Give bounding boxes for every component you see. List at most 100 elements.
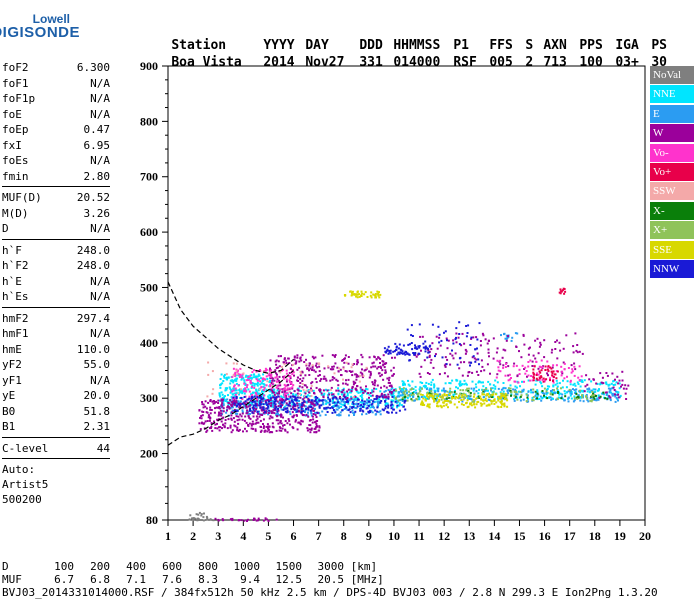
- echo-point-sse: [377, 294, 380, 297]
- echo-point-e: [567, 390, 570, 393]
- echo-point-nnw: [307, 408, 310, 411]
- echo-point-e: [537, 393, 540, 396]
- echo-point-nne: [491, 387, 494, 390]
- echo-point-nnw: [326, 411, 329, 413]
- echo-point-x-: [477, 395, 480, 398]
- echo-point-e: [514, 393, 517, 396]
- echo-point-e: [437, 387, 440, 390]
- echo-point-w: [291, 406, 294, 409]
- echo-point-w: [263, 409, 265, 412]
- echo-point-e: [263, 408, 266, 410]
- footer-muf-row: MUF 6.7 6.8 7.1 7.6 8.3 9.4 12.5 20.5 [MHz]: [2, 573, 658, 586]
- echo-point-w: [457, 336, 460, 339]
- echo-point-vo-: [248, 390, 251, 393]
- header-label-station: Station: [171, 38, 227, 53]
- echo-point-e: [611, 394, 614, 397]
- echo-point-nne: [405, 387, 407, 390]
- echo-point-w: [368, 396, 370, 399]
- echo-point-nne: [229, 387, 232, 390]
- echo-point-e: [545, 391, 548, 394]
- echo-point-w: [267, 412, 270, 414]
- echo-point-w: [621, 383, 624, 386]
- echo-point-sse: [466, 399, 469, 402]
- echo-point-nne: [457, 387, 459, 390]
- echo-point-w: [199, 416, 201, 419]
- echo-point-nnw: [246, 398, 249, 401]
- echo-point-vo-: [505, 362, 507, 365]
- param-row: M(D) 3.26: [2, 206, 110, 222]
- echo-point-w: [382, 354, 385, 357]
- echo-point-nne: [340, 405, 343, 408]
- echo-point-nnw: [376, 410, 379, 413]
- echo-point-e: [241, 411, 244, 413]
- echo-point-w: [220, 414, 223, 417]
- echo-point-w: [298, 360, 301, 363]
- echo-point-vo-: [546, 360, 549, 363]
- echo-point-e: [225, 411, 228, 414]
- x-tick-label: 17: [564, 529, 576, 543]
- param-key: fmin: [2, 169, 29, 183]
- echo-point-w: [266, 518, 268, 521]
- echo-point-nnw: [258, 404, 261, 407]
- echo-point-w: [324, 377, 327, 380]
- y-tick-label: 80: [146, 513, 158, 527]
- param-value: 51.8: [83, 404, 111, 418]
- echo-point-w: [231, 517, 234, 520]
- echo-point-w: [326, 389, 329, 392]
- echo-point-w: [318, 365, 321, 368]
- echo-point-w: [261, 414, 264, 416]
- echo-point-w: [602, 382, 605, 385]
- echo-point-nne: [240, 378, 243, 381]
- echo-point-nne: [419, 386, 422, 389]
- echo-point-x-: [420, 387, 423, 390]
- echo-point-nne: [590, 380, 593, 383]
- echo-point-w: [480, 370, 483, 373]
- echo-point-nne: [323, 392, 326, 395]
- echo-point-w: [392, 366, 395, 369]
- echo-point-w: [210, 425, 213, 428]
- x-tick-label: 13: [463, 529, 475, 543]
- echo-point-w: [532, 354, 535, 357]
- echo-point-vo-: [236, 370, 239, 373]
- echo-point-vo-: [508, 378, 511, 381]
- echo-point-vo-: [284, 385, 287, 388]
- echo-point-vo-: [539, 371, 542, 374]
- echo-point-nnw: [286, 411, 288, 414]
- echo-point-nnw: [367, 410, 370, 413]
- echo-point-w: [217, 402, 220, 404]
- echo-point-nnw: [368, 400, 370, 403]
- echo-point-nne: [326, 394, 329, 397]
- echo-point-w: [562, 361, 565, 364]
- auto-label: Auto:: [2, 463, 36, 476]
- echo-point-w: [613, 389, 616, 391]
- echo-point-vo-: [285, 389, 288, 392]
- echo-point-nne: [477, 392, 480, 395]
- echo-point-w: [370, 366, 373, 369]
- echo-point-nne: [589, 391, 591, 394]
- echo-point-nne: [225, 388, 228, 391]
- echo-point-w: [310, 427, 313, 430]
- echo-point-w: [496, 373, 499, 376]
- echo-point-nnw: [276, 410, 279, 413]
- echo-point-w: [283, 424, 286, 426]
- echo-point-nnw: [303, 400, 306, 403]
- echo-point-e: [365, 412, 368, 415]
- echo-point-w: [291, 411, 294, 414]
- x-tick-label: 2: [190, 529, 196, 543]
- echo-point-nne: [555, 379, 558, 382]
- echo-point-w: [322, 389, 325, 392]
- echo-point-vo-: [244, 387, 247, 390]
- echo-point-w: [515, 345, 518, 348]
- echo-point-w: [318, 429, 321, 432]
- echo-point-sse: [375, 296, 377, 299]
- echo-point-e: [503, 333, 505, 336]
- echo-point-w: [255, 402, 258, 405]
- echo-point-w: [291, 387, 294, 390]
- echo-point-nnw: [392, 350, 395, 353]
- echo-point-w: [361, 388, 364, 391]
- echo-point-nne: [340, 403, 343, 406]
- echo-point-noval: [188, 518, 191, 521]
- echo-point-w: [240, 519, 243, 522]
- echo-point-nnw: [352, 406, 355, 408]
- echo-point-ssw: [211, 392, 214, 395]
